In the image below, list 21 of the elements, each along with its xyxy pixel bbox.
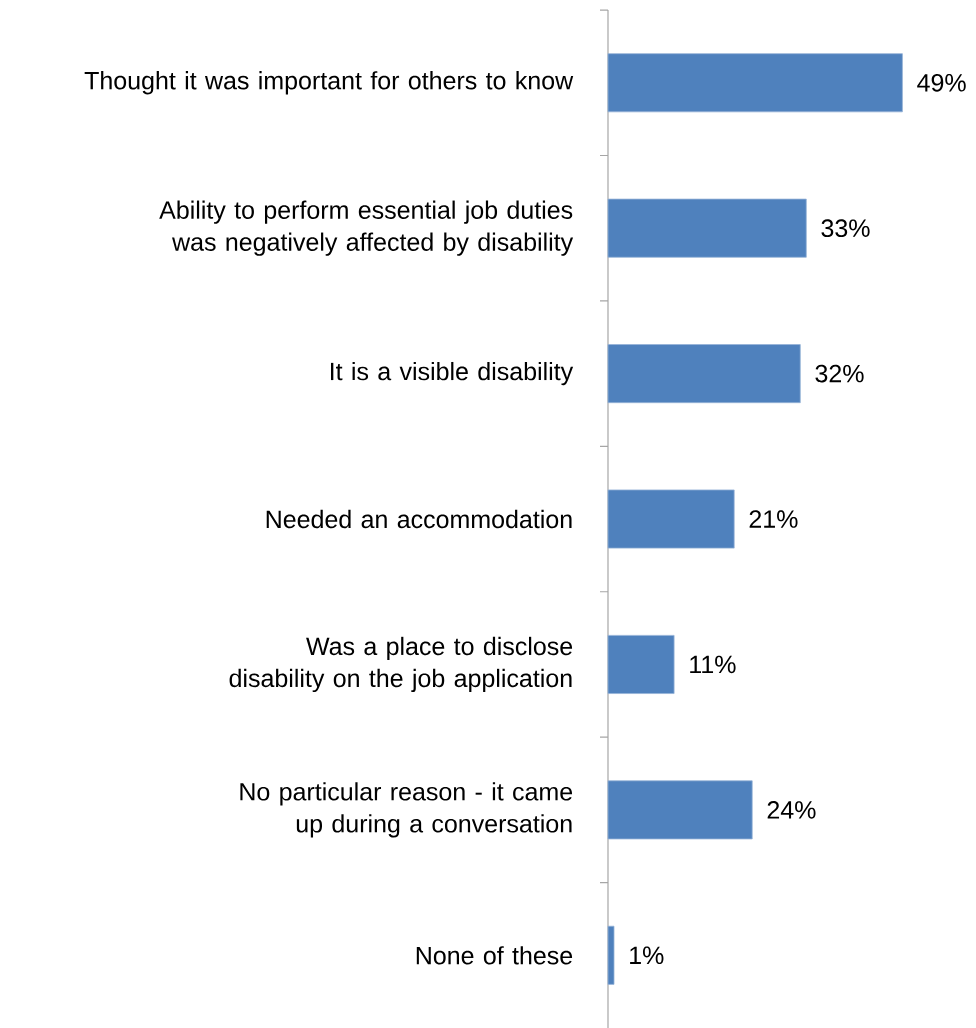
- y-tick-label: Needed an accommodation: [266, 509, 572, 529]
- data-label: 33%: [821, 219, 870, 238]
- bar: [607, 925, 615, 985]
- data-label: 11%: [690, 655, 736, 674]
- bar: [607, 344, 801, 404]
- data-label: 49%: [917, 73, 966, 92]
- data-label: 1%: [630, 946, 664, 965]
- y-tick-label: It is a visible disability: [331, 361, 574, 386]
- bar: [607, 489, 735, 549]
- data-label: 21%: [749, 510, 798, 528]
- data-label: 24%: [767, 801, 816, 819]
- y-tick-label: Thought it was important for others to know: [84, 71, 574, 95]
- y-tick-label: None of these: [416, 946, 573, 965]
- bar: [607, 634, 675, 694]
- bar: [607, 198, 807, 258]
- y-tick-label: Ability to perform essential job duties was negatively affected by disability: [159, 200, 574, 256]
- bar: [607, 780, 753, 840]
- bar: [607, 53, 903, 113]
- data-label: 32%: [815, 364, 864, 383]
- y-tick-label: No particular reason - it came up during a conversation: [240, 782, 573, 838]
- y-tick-label: Was a place to disclose disability on the job application: [229, 636, 573, 693]
